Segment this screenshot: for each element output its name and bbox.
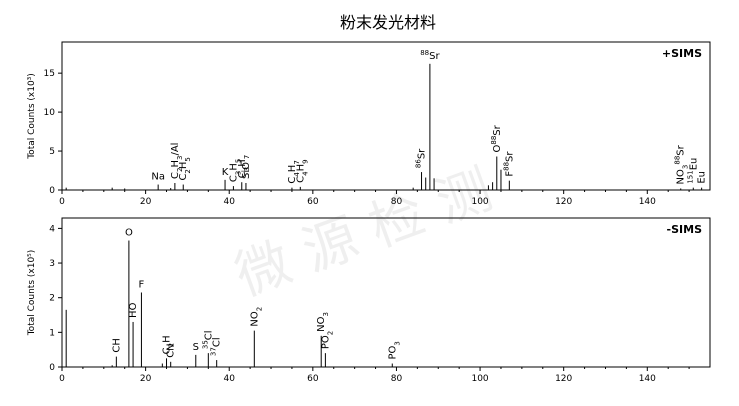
peak-label: CN <box>166 343 177 357</box>
y-tick-label: 0 <box>49 363 55 373</box>
x-tick-label: 80 <box>391 374 403 384</box>
peak-label: SiO <box>241 162 252 179</box>
y-tick-label: 2 <box>49 294 55 304</box>
peak-label: HO <box>128 302 139 318</box>
peak-label: F88Sr <box>502 151 515 177</box>
plot-frame <box>61 41 711 191</box>
negative-sims-panel: 0 20 40 60 80 100 120 140 0 1 2 3 4 Total Counts (x10… <box>27 217 711 384</box>
plot-frame <box>61 217 711 368</box>
y-tick-label: 0 <box>49 186 55 196</box>
peak-label: 35Cl <box>201 330 214 349</box>
peak-label: 37Cl <box>210 337 223 356</box>
peak-label: 88Sr <box>420 49 440 62</box>
peak-label: NO3 <box>316 312 330 332</box>
peak-label: NO388Sr <box>674 144 690 184</box>
peak-label: C2H5 <box>178 157 192 180</box>
watermark: 微 源 检 测 <box>227 157 500 308</box>
polarity-label: -SIMS <box>667 223 703 236</box>
peak-label: Na <box>151 172 165 183</box>
y-tick-label: 1 <box>49 328 55 338</box>
y-axis-label: Total Counts (x10⁵) <box>27 250 37 337</box>
x-tick-label: 120 <box>555 197 572 207</box>
x-tick-label: 20 <box>140 197 152 207</box>
x-tick-label: 140 <box>639 197 656 207</box>
x-tick-label: 80 <box>391 197 403 207</box>
peak-label: PO3 <box>387 341 401 359</box>
positive-sims-panel: 0 20 40 60 80 100 120 140 0 5 10 15 Total Counts (x1… <box>27 41 711 207</box>
x-tick-label: 40 <box>223 197 235 207</box>
peak-label: C3H5 <box>228 159 242 182</box>
peak-label: F <box>139 280 145 291</box>
x-tick-label: 0 <box>59 374 65 384</box>
y-tick-label: 10 <box>44 108 56 118</box>
peak-label: 151Eu <box>686 158 699 184</box>
peak-label: O88Sr <box>490 124 503 152</box>
peak-label: Eu <box>697 171 708 184</box>
x-tick-label: 40 <box>223 374 235 384</box>
y-tick-label: 5 <box>49 147 55 157</box>
peak-label: NO2 <box>249 307 263 327</box>
y-tick-label: 15 <box>44 69 55 79</box>
x-tick-label: 60 <box>307 197 319 207</box>
x-tick-label: 0 <box>59 197 65 207</box>
peak-label: CH <box>111 338 122 353</box>
x-tick-label: 60 <box>307 374 319 384</box>
y-tick-label: 4 <box>49 224 55 234</box>
peak-label: 86Sr <box>415 148 428 168</box>
peak-label: C2H3/Al <box>170 143 184 179</box>
x-tick-label: 100 <box>471 197 488 207</box>
peak-label: O <box>125 228 133 239</box>
peak-label: C3H7 <box>237 155 251 178</box>
peak-label: S <box>193 342 199 353</box>
x-tick-label: 140 <box>639 374 656 384</box>
peak-label: PO2 <box>320 331 334 349</box>
polarity-label: +SIMS <box>662 47 702 60</box>
x-tick-label: 20 <box>140 374 152 384</box>
y-tick-label: 3 <box>49 259 55 269</box>
peak-label: C4H9 <box>295 159 309 182</box>
figure-title: 粉末发光材料 <box>340 13 436 32</box>
x-tick-label: 120 <box>555 374 572 384</box>
peak-label: K <box>222 167 229 178</box>
peak-label: C4H7 <box>287 160 301 183</box>
x-tick-label: 100 <box>471 374 488 384</box>
y-axis-label: Total Counts (x10³) <box>27 73 37 160</box>
peak-label: C2H <box>162 335 176 354</box>
